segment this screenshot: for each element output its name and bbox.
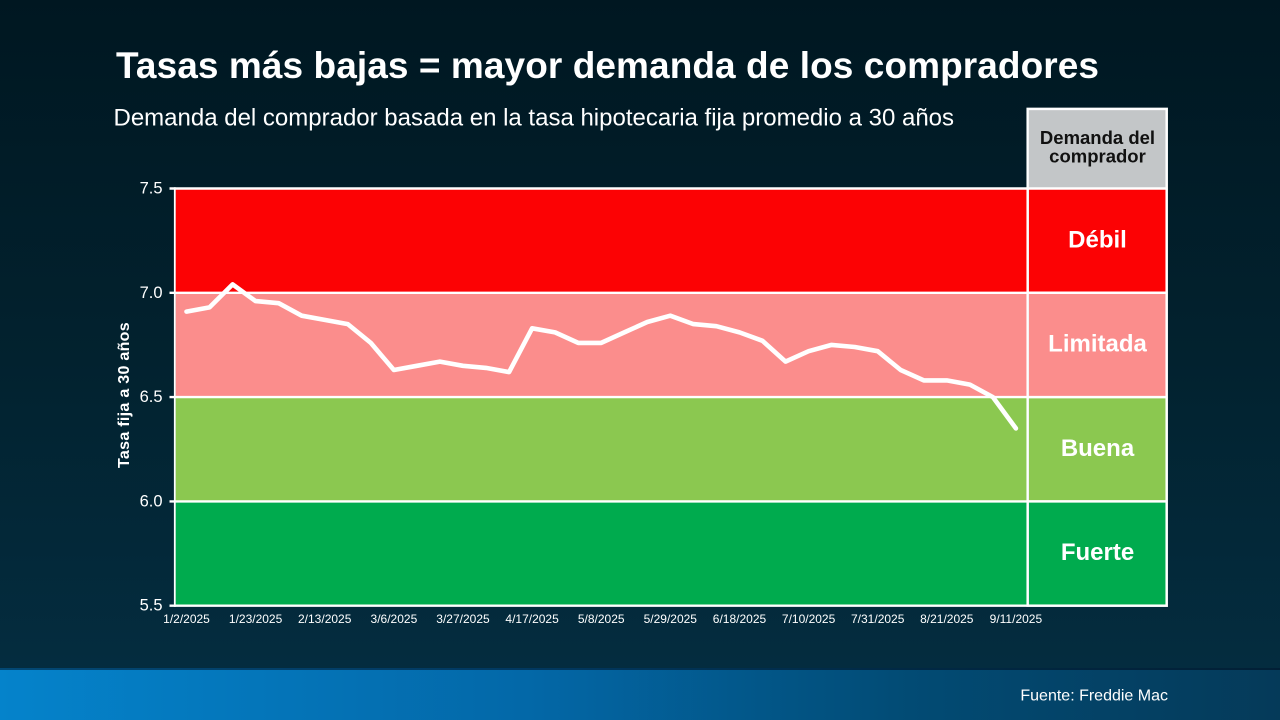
svg-text:Buena: Buena [1061,435,1135,462]
svg-text:2/13/2025: 2/13/2025 [298,612,352,626]
svg-text:6.5: 6.5 [140,388,163,406]
svg-text:Fuente: Freddie Mac: Fuente: Freddie Mac [1020,688,1168,705]
svg-text:comprador: comprador [1049,146,1146,167]
svg-text:6/18/2025: 6/18/2025 [713,612,767,626]
svg-text:6.0: 6.0 [140,492,163,510]
svg-text:8/21/2025: 8/21/2025 [920,612,974,626]
svg-text:7.5: 7.5 [140,180,163,198]
svg-text:Tasa fija a 30 años: Tasa fija a 30 años [116,322,133,468]
svg-text:7/10/2025: 7/10/2025 [782,612,836,626]
svg-text:7.0: 7.0 [140,284,163,302]
svg-text:5/8/2025: 5/8/2025 [578,612,625,626]
svg-text:9/11/2025: 9/11/2025 [990,612,1043,626]
svg-text:5.5: 5.5 [140,597,163,615]
svg-text:Fuerte: Fuerte [1061,539,1134,566]
svg-text:7/31/2025: 7/31/2025 [851,612,905,626]
svg-text:3/6/2025: 3/6/2025 [371,612,418,626]
svg-text:5/29/2025: 5/29/2025 [644,612,698,626]
svg-text:3/27/2025: 3/27/2025 [436,612,490,626]
svg-text:Demanda del comprador basada e: Demanda del comprador basada en la tasa … [114,105,955,132]
svg-text:1/2/2025: 1/2/2025 [163,612,210,626]
svg-text:Débil: Débil [1068,226,1127,253]
svg-text:Demanda del: Demanda del [1040,127,1155,148]
svg-text:1/23/2025: 1/23/2025 [229,612,283,626]
svg-text:Limitada: Limitada [1048,331,1147,358]
svg-text:4/17/2025: 4/17/2025 [505,612,559,626]
svg-text:Tasas más bajas = mayor demand: Tasas más bajas = mayor demanda de los c… [116,45,1099,86]
